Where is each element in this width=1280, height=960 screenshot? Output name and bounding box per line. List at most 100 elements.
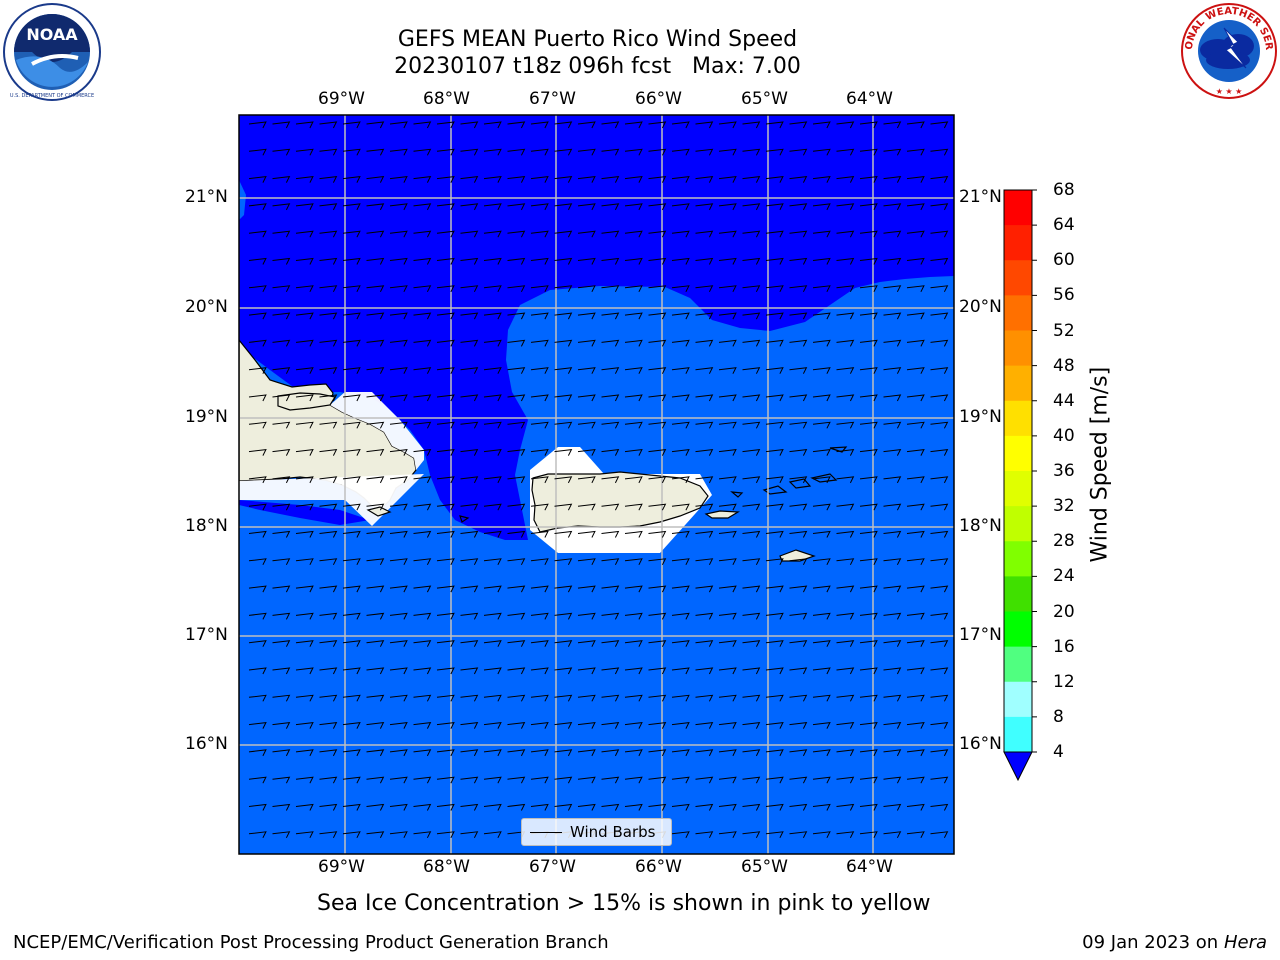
- wind-barb: [483, 776, 502, 784]
- wind-barb: [859, 558, 878, 566]
- wind-barb: [483, 230, 502, 238]
- wind-barb: [648, 421, 667, 429]
- lon-label-bottom: 68°W: [423, 857, 470, 877]
- wind-barb: [507, 394, 526, 402]
- wind-barb: [836, 448, 855, 456]
- wind-barb: [648, 640, 667, 647]
- wind-barb: [389, 667, 408, 675]
- wind-barb: [389, 203, 408, 211]
- wind-barb: [342, 558, 361, 566]
- wind-barb: [695, 667, 714, 675]
- wind-barb: [859, 312, 878, 320]
- wind-barb: [248, 667, 267, 675]
- wind-barb: [319, 776, 338, 784]
- wind-barb: [272, 203, 291, 211]
- wind-barb: [530, 421, 549, 429]
- wind-barb: [601, 530, 620, 538]
- wind-barb: [389, 530, 408, 538]
- wind-barb: [460, 558, 479, 566]
- wind-barb: [460, 367, 479, 374]
- wind-barb: [366, 312, 385, 320]
- wind-barb: [272, 530, 291, 538]
- wind-barb: [577, 803, 596, 811]
- wind-barb: [389, 148, 408, 156]
- wind-barb: [930, 285, 949, 293]
- wind-barb: [319, 530, 338, 538]
- wind-barb: [836, 203, 855, 211]
- wind-barb: [577, 257, 596, 265]
- wind-barb: [671, 694, 690, 702]
- wind-barb: [483, 476, 502, 484]
- wind-barb: [295, 776, 314, 784]
- wind-barb: [742, 476, 761, 484]
- wind-barb: [389, 694, 408, 702]
- wind-barb: [577, 585, 596, 593]
- wind-barb: [389, 558, 408, 566]
- wind-barb: [295, 203, 314, 211]
- wind-barb: [248, 367, 267, 374]
- wind-barb: [859, 694, 878, 702]
- wind-barb: [319, 312, 338, 320]
- wind-barb: [836, 339, 855, 347]
- wind-barb: [765, 367, 784, 374]
- wind-barb: [765, 312, 784, 320]
- wind-barb: [624, 339, 643, 347]
- wind-barb: [789, 558, 808, 566]
- colorbar: [1003, 189, 1037, 782]
- wind-barb: [648, 721, 667, 729]
- wind-barb: [577, 558, 596, 566]
- wind-barb: [507, 530, 526, 538]
- wind-barb: [789, 694, 808, 702]
- wind-barb: [906, 203, 925, 211]
- wind-barb: [883, 203, 902, 211]
- wind-barb: [507, 585, 526, 593]
- colorbar-segment: [1004, 435, 1032, 472]
- wind-barb: [836, 612, 855, 620]
- wind-barb: [272, 503, 291, 511]
- wind-barb: [765, 721, 784, 729]
- wind-barb: [460, 148, 479, 156]
- wind-barb: [460, 749, 479, 757]
- wind-barb: [742, 721, 761, 729]
- wind-barb: [718, 721, 737, 729]
- wind-barb: [342, 640, 361, 647]
- wind-barb: [906, 230, 925, 238]
- wind-barb: [413, 612, 432, 620]
- wind-barb: [883, 530, 902, 538]
- wind-barb: [507, 694, 526, 702]
- wind-barb: [319, 558, 338, 566]
- wind-barb: [812, 148, 831, 156]
- chart-title: GEFS MEAN Puerto Rico Wind Speed: [397, 27, 798, 52]
- wind-barb: [836, 803, 855, 811]
- wind-barb: [460, 312, 479, 320]
- wind-barb: [765, 503, 784, 511]
- wind-barb: [624, 803, 643, 811]
- wind-barb: [836, 503, 855, 511]
- wind-barb: [295, 558, 314, 566]
- wind-barb: [812, 776, 831, 784]
- wind-barb: [883, 612, 902, 620]
- wind-barb: [272, 640, 291, 647]
- wind-barb: [483, 312, 502, 320]
- wind-barb: [742, 312, 761, 320]
- wind-barb: [389, 257, 408, 265]
- wind-barb: [789, 421, 808, 429]
- wind-barb: [460, 285, 479, 293]
- wind-barb: [272, 148, 291, 156]
- wind-barb: [389, 312, 408, 320]
- wind-barb: [930, 230, 949, 238]
- wind-barb: [648, 312, 667, 320]
- wind-barb: [765, 175, 784, 183]
- wind-barb: [648, 394, 667, 402]
- wind-barb: [413, 694, 432, 702]
- lat-label-left: 21°N: [185, 187, 228, 207]
- wind-barb: [718, 612, 737, 620]
- wind-barb: [483, 803, 502, 811]
- wind-barb: [906, 776, 925, 784]
- wind-barb: [483, 148, 502, 156]
- wind-barb: [648, 448, 667, 456]
- wind-barb: [859, 803, 878, 811]
- wind-barb: [930, 421, 949, 429]
- wind-barb: [413, 667, 432, 675]
- wind-barb: [624, 203, 643, 211]
